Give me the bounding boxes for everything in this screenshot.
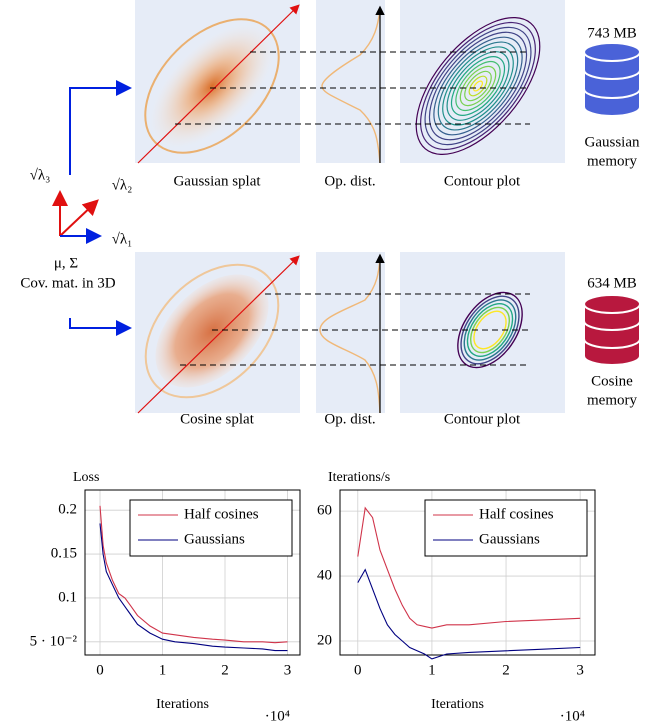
contour-line [457,291,523,369]
series-line [99,523,288,652]
cov-label: Cov. mat. in 3D [20,275,115,291]
axis-label: √λ₂ [112,177,133,193]
contour-line [446,51,510,121]
contour-label: Contour plot [444,411,521,427]
legend-label: Gaussians [479,531,540,547]
y-tick-label: 0.2 [58,502,77,518]
database-icon [583,42,641,117]
contour-line [424,26,532,146]
contour-line [428,31,528,141]
dist-label: Op. dist. [324,411,375,427]
mu-sigma: μ, Σ [54,255,78,271]
memory-label: Cosine [591,373,633,389]
splat-label: Cosine splat [180,411,255,427]
y-tick-label: 60 [317,503,332,519]
x-tick-label: 3 [576,662,584,678]
gaussian-splat [150,24,274,148]
x-tick-label: 1 [159,662,167,678]
contour-label: Contour plot [444,173,521,189]
y-tick-label: 40 [317,568,332,584]
legend-box [424,499,588,557]
contour-line [437,41,519,131]
dist-curve [319,257,381,414]
x-tick-label: 2 [502,662,510,678]
y-tick-label: 5 · 10⁻² [30,633,78,649]
x-tick-label: 1 [428,662,436,678]
contour [457,291,523,369]
x-axis-label: Iterations [431,697,484,712]
axis-line [137,4,300,164]
series-line [357,506,581,629]
contour-line [415,17,541,155]
contour-line [455,60,501,112]
legend-label: Half cosines [184,506,259,522]
contour-line [420,21,536,151]
contour-line [468,75,488,97]
dashed-guides [180,293,530,366]
contour [415,17,541,155]
x-axis-label: Iterations [156,697,209,712]
contour-line [463,299,517,361]
x-tick-label: 2 [221,662,229,678]
contour-line [473,310,507,350]
line-chart: 5 · 10⁻² 0.1 0.15 0.2 0 1 2 3 Loss Iterations ·10⁴… [30,470,301,724]
database-icon [583,294,641,366]
series-line [357,568,581,660]
plot-frame [84,489,301,656]
legend-label: Half cosines [479,506,554,522]
memory-size: 743 MB [587,25,637,41]
y-axis-label: Iterations/s [328,470,390,485]
contour-line [464,70,492,102]
memory-size: 634 MB [587,275,637,291]
x-multiplier: ·10⁴ [560,708,585,724]
y-tick-label: 20 [317,632,332,648]
contour-panel [400,252,565,413]
axis-label: √λ₁ [112,231,133,247]
contour-line [460,295,520,365]
axis-label: √λ₃ [30,167,51,183]
x-tick-label: 0 [354,662,362,678]
y-axis-label: Loss [73,470,99,485]
contour-line [459,65,497,107]
dist-curve [321,9,381,164]
dist-panel [316,0,385,163]
bottom-row: Cosine splat Op. dist. Contour plot 634 … [135,252,641,427]
x-tick-label: 3 [284,662,292,678]
dashed-guides [175,51,530,125]
axis-line [137,255,300,414]
legend-label: Gaussians [184,531,245,547]
memory-label: memory [587,153,637,169]
x-tick-label: 0 [96,662,104,678]
contour-line [442,46,514,126]
contour-line [433,36,523,136]
plot-frame [339,489,596,656]
dist-label: Op. dist. [324,173,375,189]
splat-outline [144,18,280,154]
cosine-splat [155,274,269,388]
memory-label: Gaussian [585,134,640,150]
dist-panel [316,252,385,413]
axes-triad: √λ₃ √λ₂ √λ₁ μ, Σ Cov. mat. in 3D [20,80,133,336]
legend-box [129,499,293,557]
y-tick-label: 0.15 [51,546,77,562]
top-row: Gaussian splat Op. dist. Contour plot 74… [135,0,641,189]
memory-label: memory [587,392,637,408]
splat-label: Gaussian splat [173,173,261,189]
line-chart: 20 40 60 0 1 2 3 Iterations/s Iterations ·10⁴ Half… [317,470,596,724]
y-tick-label: 0.1 [58,589,77,605]
splat-outline [144,263,280,399]
contour-line [470,306,510,354]
series-line [99,505,288,644]
contour-line [450,56,506,116]
contour-line [466,303,514,357]
x-multiplier: ·10⁴ [265,708,290,724]
